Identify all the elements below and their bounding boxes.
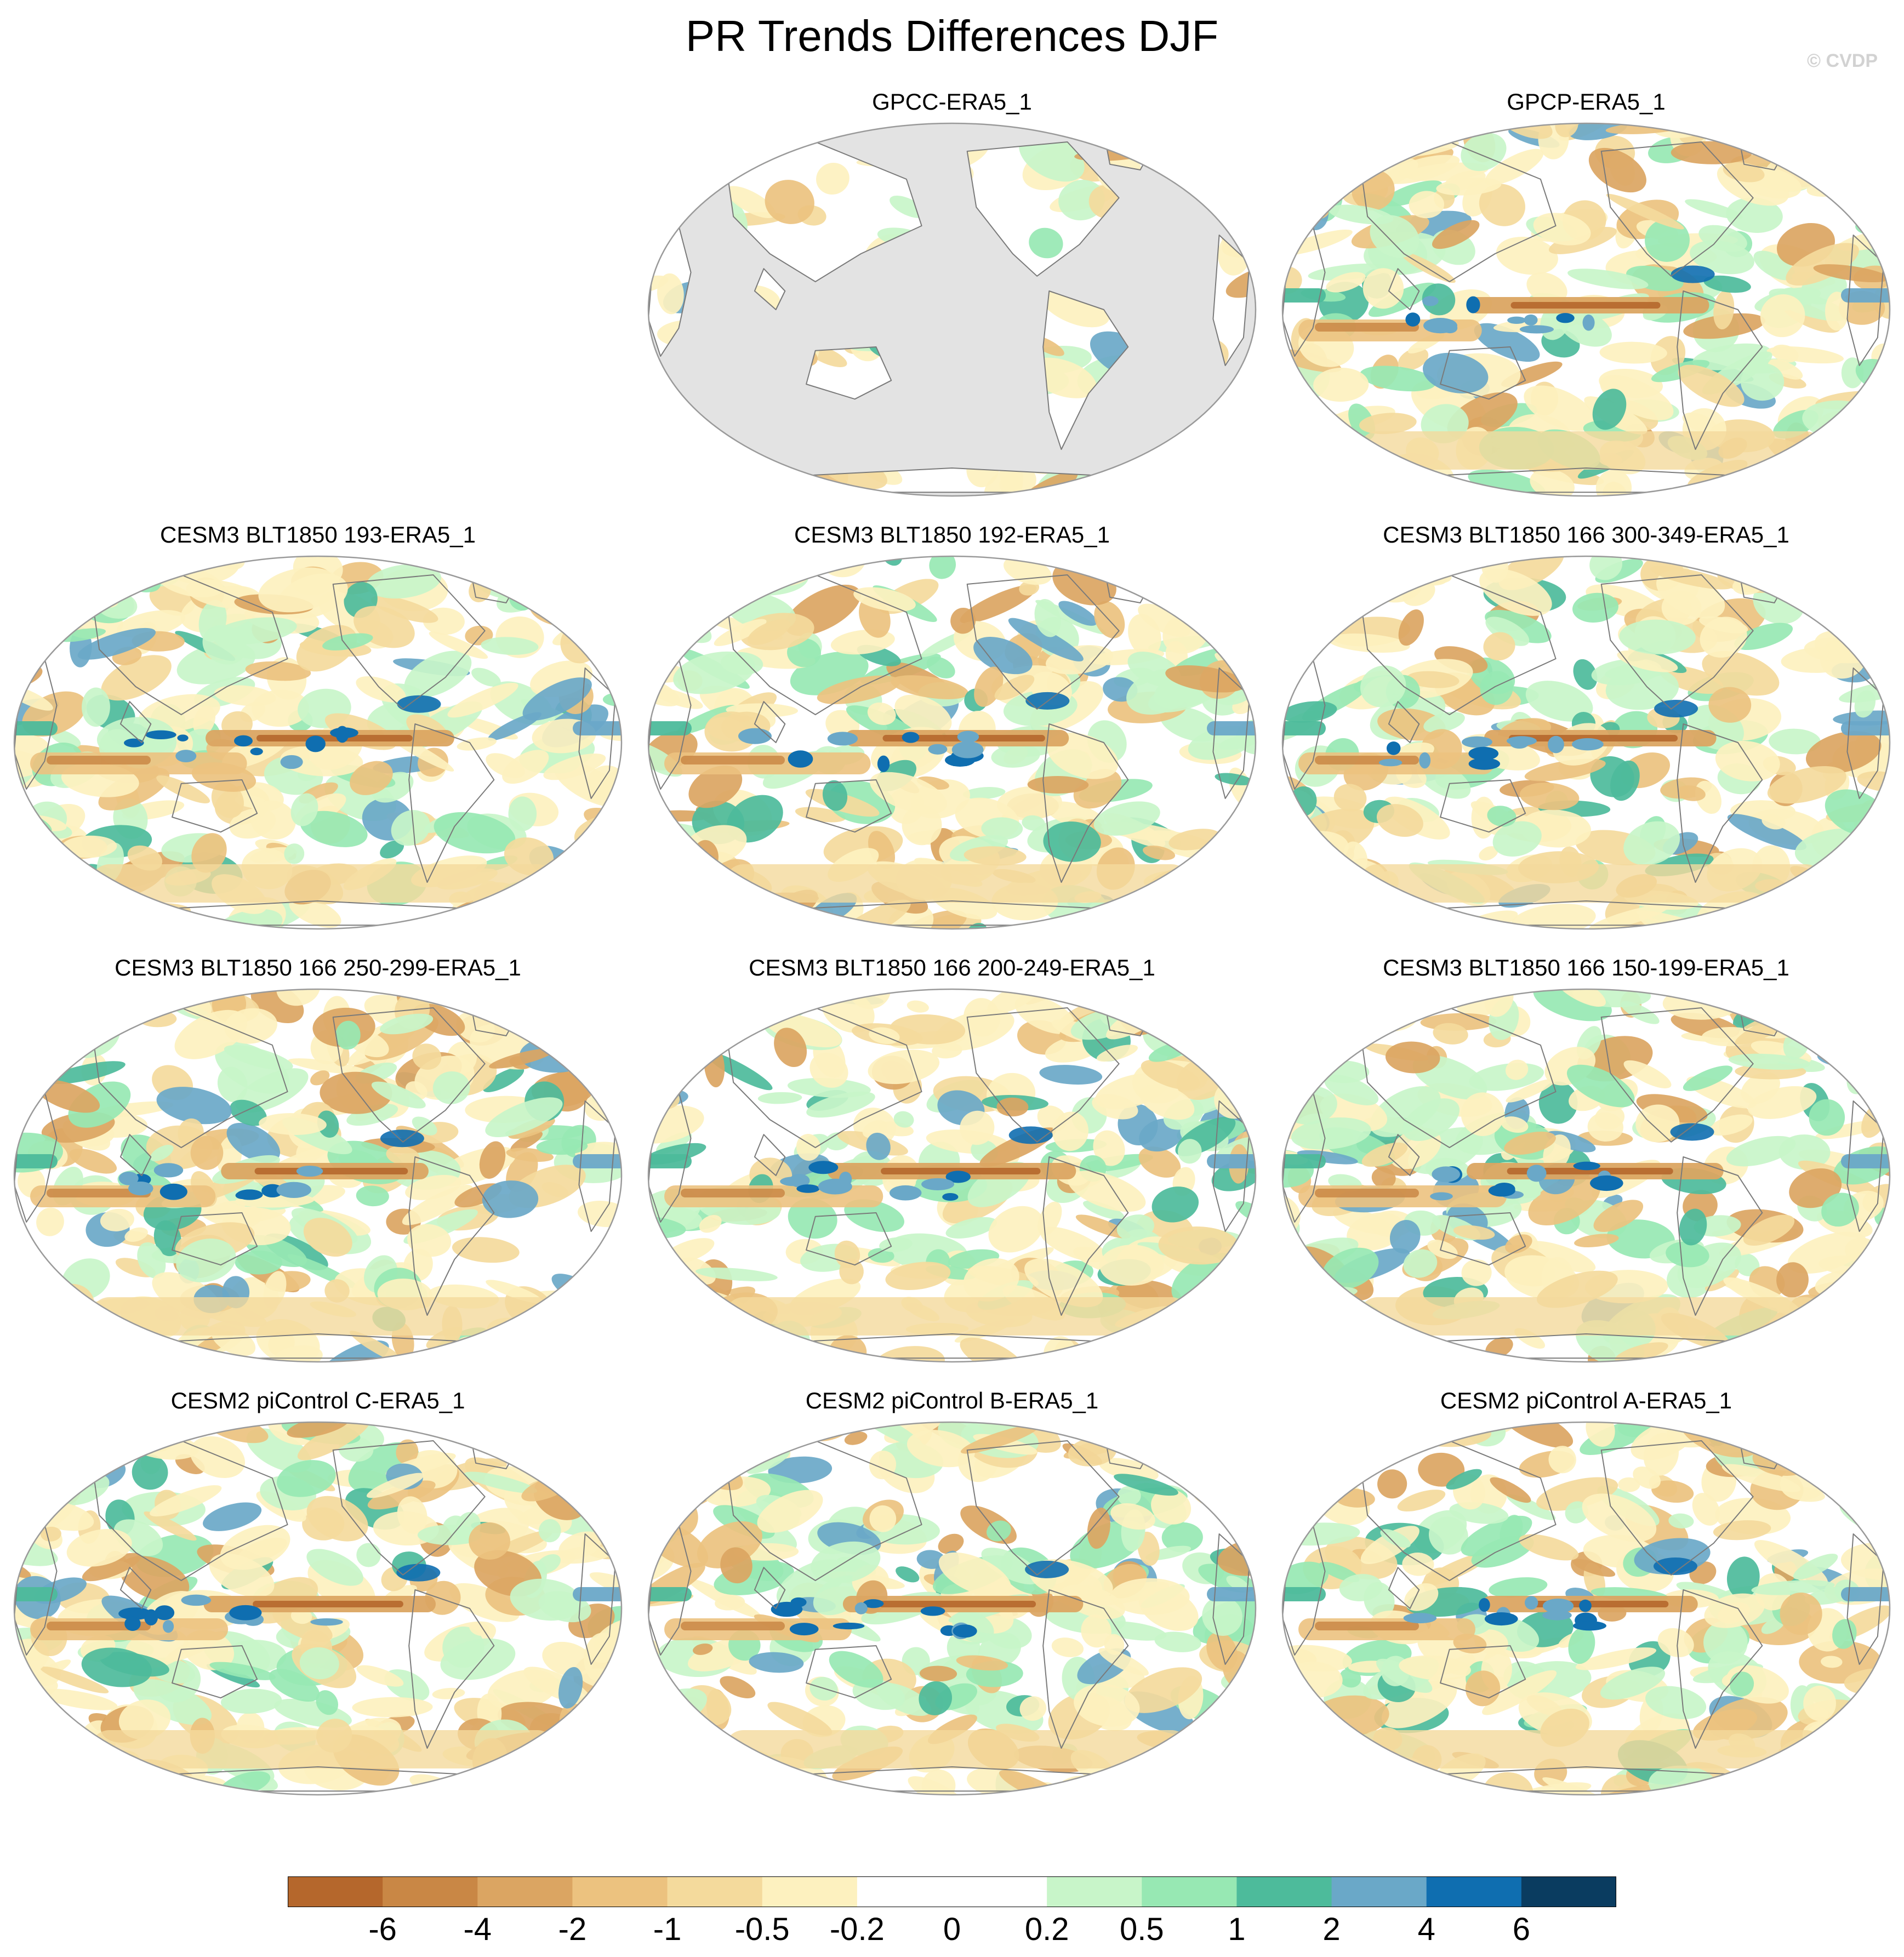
robinson-map [647,555,1257,930]
robinson-map [1281,988,1891,1363]
map-border [647,555,1257,930]
colorbar-tick-label: 4 [1417,1912,1435,1947]
panel-title: GPCP-ERA5_1 [1507,89,1666,115]
map-border [647,988,1257,1363]
colorbar-tick-label: -0.2 [829,1912,885,1947]
colorbar-segment [762,1876,858,1907]
colorbar-segment [857,1876,953,1907]
map-panel-picC: CESM2 piControl C-ERA5_1 [5,1387,630,1819]
panel-title: CESM3 BLT1850 166 150-199-ERA5_1 [1383,955,1789,980]
colorbar-segment [1236,1876,1332,1907]
precip-trend-field [14,556,622,929]
colorbar-tick-label: 1 [1228,1912,1246,1947]
figure-title: PR Trends Differences DJF [685,12,1219,60]
colorbar-segment [1521,1876,1616,1907]
map-panel-gpcp: GPCP-ERA5_1 [1274,88,1899,521]
map-panel-blt150: CESM3 BLT1850 166 150-199-ERA5_1 [1274,954,1899,1387]
colorbar-tick-label: -4 [463,1912,492,1947]
watermark: © CVDP [1807,50,1878,71]
colorbar-segment [1331,1876,1427,1907]
map-panel-picB: CESM2 piControl B-ERA5_1 [640,1387,1264,1819]
colorbar-tick-label: 6 [1512,1912,1530,1947]
colorbar-segment [1142,1876,1237,1907]
colorbar-tick-label: 0.2 [1024,1912,1069,1947]
precip-trend-field [14,1422,622,1795]
panel-title: CESM3 BLT1850 166 200-249-ERA5_1 [749,955,1155,980]
map-border [13,1421,623,1796]
panel-title: CESM3 BLT1850 192-ERA5_1 [794,522,1110,547]
map-panel-picA: CESM2 piControl A-ERA5_1 [1274,1387,1899,1819]
colorbar-tick-label: -6 [368,1912,397,1947]
panel-title: CESM3 BLT1850 166 300-349-ERA5_1 [1383,522,1789,547]
panel-title: GPCC-ERA5_1 [872,89,1032,115]
map-border [13,555,623,930]
colorbar-segment [667,1876,763,1907]
colorbar-bar [288,1876,1616,1907]
colorbar-segment [1426,1876,1522,1907]
map-border [1281,988,1891,1363]
panel-title: CESM2 piControl C-ERA5_1 [170,1388,465,1413]
panel-title: CESM3 BLT1850 166 250-299-ERA5_1 [115,955,521,980]
colorbar-tick-label: 0 [943,1912,961,1947]
robinson-map [647,988,1257,1363]
panel-title: CESM2 piControl B-ERA5_1 [805,1388,1099,1413]
map-background [648,123,1256,496]
robinson-map [13,988,623,1363]
precip-trend-field [14,989,622,1362]
colorbar [288,1876,1616,1907]
map-panel-blt250: CESM3 BLT1850 166 250-299-ERA5_1 [5,954,630,1387]
map-panel-blt193: CESM3 BLT1850 193-ERA5_1 [5,521,630,954]
colorbar-tick-label: -1 [653,1912,682,1947]
robinson-map [1281,122,1891,497]
map-border [1281,122,1891,497]
robinson-map [647,122,1257,497]
robinson-map [13,555,623,930]
robinson-map [647,1421,1257,1796]
robinson-map [1281,555,1891,930]
colorbar-segment [1047,1876,1142,1907]
colorbar-tick-label: 2 [1322,1912,1341,1947]
colorbar-segment [477,1876,573,1907]
colorbar-tick-label: -0.5 [734,1912,790,1947]
map-panel-blt200: CESM3 BLT1850 166 200-249-ERA5_1 [640,954,1264,1387]
robinson-map [1281,1421,1891,1796]
colorbar-segment [952,1876,1047,1907]
panel-title: CESM2 piControl A-ERA5_1 [1440,1388,1732,1413]
colorbar-tick-label: -2 [558,1912,587,1947]
colorbar-segment [288,1876,383,1907]
map-border [647,1421,1257,1796]
colorbar-tick-label: 0.5 [1119,1912,1164,1947]
map-border [647,122,1257,497]
panel-title: CESM3 BLT1850 193-ERA5_1 [160,522,476,547]
map-border [1281,1421,1891,1796]
colorbar-segment [383,1876,478,1907]
map-panel-blt192: CESM3 BLT1850 192-ERA5_1 [640,521,1264,954]
map-panel-blt300: CESM3 BLT1850 166 300-349-ERA5_1 [1274,521,1899,954]
map-border [13,988,623,1363]
colorbar-segment [572,1876,668,1907]
robinson-map [13,1421,623,1796]
map-panel-gpcc: GPCC-ERA5_1 [640,88,1264,521]
map-border [1281,555,1891,930]
